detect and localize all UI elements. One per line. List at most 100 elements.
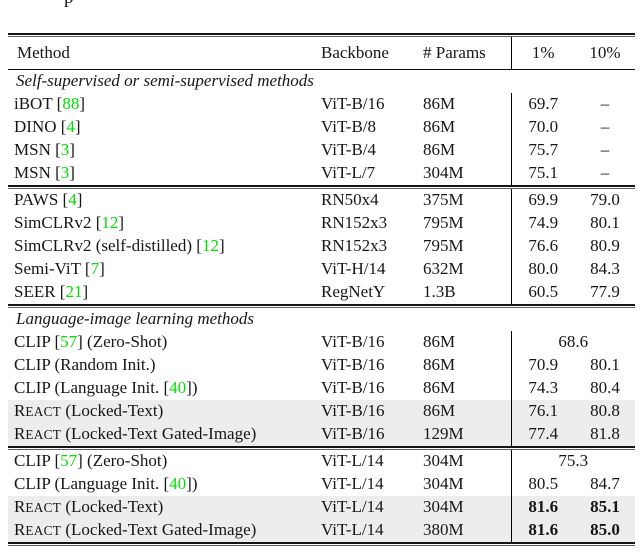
method-cell: SEER [21]: [8, 281, 313, 304]
method-text: CLIP (Language Init. [: [14, 378, 170, 397]
method-text: CLIP (Random Init.): [14, 355, 156, 374]
params-cell: 632M: [423, 259, 464, 278]
params-cell: 129M: [423, 424, 464, 443]
backbone-cell: ViT-L/14: [321, 451, 384, 470]
method-text: SimCLRv2 (self-distilled) [: [14, 236, 202, 255]
params-cell: 86M: [423, 332, 456, 351]
backbone-cell: ViT-B/16: [321, 401, 385, 420]
method-text: ]: [76, 190, 83, 209]
params-cell: 86M: [423, 140, 456, 159]
column-header-10pct: 10%: [575, 37, 635, 70]
method-text: ]: [69, 140, 75, 159]
top10-cell: 80.9: [590, 236, 620, 255]
backbone-cell: ViT-B/4: [321, 140, 377, 159]
top10-cell: –: [600, 117, 610, 136]
section-label: Self-supervised or semi-supervised metho…: [16, 71, 314, 91]
params-cell: 304M: [423, 474, 464, 493]
top1-cell: 60.5: [510, 280, 575, 304]
citation-ref: 40: [169, 474, 187, 493]
rule-row: [8, 445, 635, 450]
top10-cell: 77.9: [590, 282, 620, 301]
section-label-row: Language-image learning methods: [8, 308, 635, 331]
params-cell: 304M: [423, 163, 464, 182]
table-row: CLIP (Language Init. [40]) ViT-L/14 304M 80…: [8, 472, 635, 496]
table-row: SEER [21] RegNetY 1.3B 60.5 77.9: [8, 280, 635, 304]
top10-cell: –: [600, 163, 610, 182]
table-row: REACT (Locked-Text) ViT-L/14 304M 81.6 85.1: [8, 495, 635, 519]
top1-cell: 75.1: [510, 161, 575, 185]
params-cell: 1.3B: [423, 282, 456, 301]
top1-cell: 76.1: [510, 399, 575, 423]
results-table: Method Backbone # Params 1% 10% Self-sup…: [8, 37, 635, 542]
params-cell: 375M: [423, 190, 464, 209]
rule-row: [8, 184, 635, 189]
method-text: (Locked-Text Gated-Image): [61, 424, 257, 443]
method-cell: REACT (Locked-Text): [8, 496, 313, 519]
params-cell: 380M: [423, 520, 464, 539]
merged-value-cell: 68.6: [510, 330, 635, 354]
horizontal-rule: [8, 303, 635, 308]
params-cell: 304M: [423, 497, 464, 516]
method-text: R: [14, 520, 26, 539]
params-cell: 86M: [423, 378, 456, 397]
method-text: ]: [99, 259, 105, 278]
backbone-cell: RegNetY: [321, 282, 386, 301]
citation-ref: 12: [201, 236, 219, 255]
table-header: Method Backbone # Params 1% 10%: [8, 37, 635, 70]
citation-ref: 40: [169, 378, 187, 397]
params-cell: 86M: [423, 355, 456, 374]
method-text: (Locked-Text): [61, 497, 164, 516]
cropped-caption-fragment: p: [64, 0, 84, 10]
backbone-cell: ViT-B/16: [321, 94, 385, 113]
top1-cell: 70.0: [510, 115, 575, 139]
top10-cell: –: [600, 140, 610, 159]
backbone-cell: ViT-L/7: [321, 163, 376, 182]
top1-cell: 74.3: [510, 376, 575, 400]
method-text: MSN [: [14, 140, 61, 159]
top10-cell: 84.3: [590, 259, 620, 278]
method-cell: CLIP [57] (Zero-Shot): [8, 331, 313, 354]
method-cell: CLIP (Random Init.): [8, 354, 313, 377]
smallcaps-text: EACT: [25, 404, 62, 419]
column-header-1pct: 1%: [510, 37, 575, 70]
method-text: PAWS [: [14, 190, 69, 209]
method-cell: REACT (Locked-Text Gated-Image): [8, 423, 313, 446]
citation-ref: 57: [60, 451, 78, 470]
citation-ref: 12: [101, 213, 119, 232]
table-row: REACT (Locked-Text Gated-Image) ViT-L/14 3…: [8, 518, 635, 542]
smallcaps-text: EACT: [25, 523, 62, 538]
method-text: ] (Zero-Shot): [77, 332, 168, 351]
top1-cell: 69.9: [510, 188, 575, 212]
backbone-cell: RN152x3: [321, 236, 388, 255]
top1-cell: 77.4: [510, 422, 575, 446]
method-text: DINO [: [14, 117, 67, 136]
table-top-rule: [8, 33, 635, 37]
top1-cell: 81.6: [510, 518, 575, 542]
method-text: R: [14, 401, 26, 420]
top10-cell: 79.0: [590, 190, 620, 209]
table-row: SimCLRv2 (self-distilled) [12] RN152x3 795…: [8, 234, 635, 258]
method-cell: iBOT [88]: [8, 93, 313, 116]
backbone-cell: ViT-L/14: [321, 497, 384, 516]
table-row: REACT (Locked-Text) ViT-B/16 86M 76.1 80.8: [8, 399, 635, 423]
double-rule-line: [8, 445, 635, 450]
method-cell: SimCLRv2 (self-distilled) [12]: [8, 235, 313, 258]
method-text: SEER [: [14, 282, 66, 301]
params-cell: 86M: [423, 401, 456, 420]
table-row: PAWS [4] RN50x4 375M 69.9 79.0: [8, 188, 635, 212]
backbone-cell: ViT-B/16: [321, 332, 385, 351]
method-text: ] (Zero-Shot): [77, 451, 168, 470]
table-row: REACT (Locked-Text Gated-Image) ViT-B/16 1…: [8, 422, 635, 446]
backbone-cell: ViT-H/14: [321, 259, 386, 278]
table-body: Self-supervised or semi-supervised metho…: [8, 70, 635, 542]
cropped-caption-letter: p: [64, 0, 84, 9]
top1-cell: 80.0: [510, 257, 575, 281]
params-cell: 86M: [423, 117, 456, 136]
top1-cell: 69.7: [510, 92, 575, 116]
method-text: ]: [74, 117, 81, 136]
method-text: ]: [118, 213, 125, 232]
column-header-params: # Params: [413, 37, 511, 70]
top10-cell: 80.1: [590, 355, 620, 374]
method-cell: CLIP [57] (Zero-Shot): [8, 450, 313, 473]
top1-cell: 75.7: [510, 138, 575, 162]
